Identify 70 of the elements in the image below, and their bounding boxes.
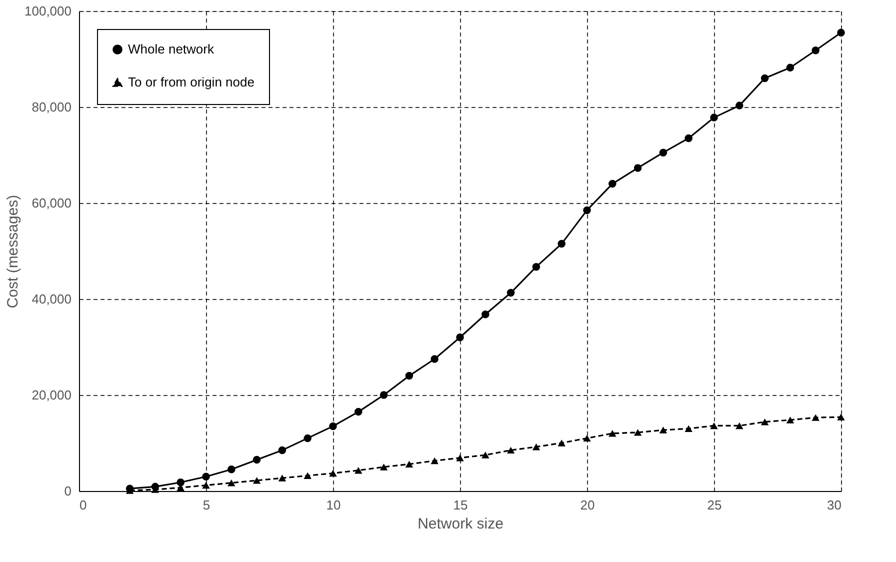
point [380, 391, 388, 399]
y-tick-label: 40,000 [32, 292, 72, 306]
point [710, 114, 718, 122]
y-tick-label: 20,000 [32, 388, 72, 402]
point [634, 164, 642, 172]
point [634, 429, 642, 436]
point [354, 408, 362, 416]
point [608, 180, 616, 188]
point [228, 466, 236, 474]
x-tick-label: 20 [580, 498, 595, 512]
point [608, 430, 616, 437]
point [736, 102, 744, 110]
point [659, 426, 668, 434]
point [456, 454, 464, 462]
x-axis-title: Network size [418, 516, 504, 532]
y-tick-label: 80,000 [32, 100, 72, 114]
point [176, 478, 184, 486]
point [278, 474, 286, 482]
y-axis-title: Cost (messages) [4, 194, 22, 308]
point [532, 262, 540, 271]
point [354, 467, 362, 474]
point [430, 355, 438, 363]
x-tick-label: 10 [326, 498, 341, 512]
point [278, 446, 286, 454]
point [506, 446, 515, 454]
point [786, 416, 794, 424]
point [837, 28, 845, 36]
point [786, 64, 794, 72]
x-tick-label: 0 [80, 498, 87, 512]
point [304, 434, 312, 442]
point [760, 74, 769, 82]
legend-label: Whole network [128, 42, 214, 56]
point [405, 460, 414, 468]
point [684, 425, 692, 432]
point [329, 470, 337, 477]
point [659, 148, 668, 156]
point [812, 46, 820, 54]
point [482, 452, 490, 458]
point [482, 310, 490, 318]
point [228, 479, 236, 486]
point [837, 414, 845, 420]
point [252, 456, 261, 464]
point [380, 464, 388, 470]
x-tick-label: 15 [453, 498, 468, 512]
x-tick-label: 30 [827, 498, 842, 512]
point [506, 288, 515, 297]
point [532, 443, 540, 450]
point [710, 422, 718, 430]
point [583, 434, 591, 442]
x-tick-label: 5 [202, 498, 210, 512]
point [304, 472, 312, 479]
point [405, 372, 414, 380]
legend-label: To or from origin node [128, 74, 254, 90]
y-tick-label: 0 [64, 484, 72, 498]
point [252, 477, 261, 484]
point [558, 240, 566, 248]
point [456, 334, 464, 342]
point [583, 206, 591, 214]
x-tick-label: 25 [707, 498, 722, 512]
point [760, 418, 769, 426]
point [812, 414, 820, 421]
point [736, 422, 744, 430]
point [329, 422, 337, 430]
point [430, 457, 438, 464]
y-tick-label: 100,000 [24, 4, 72, 18]
y-tick-label: 60,000 [32, 196, 72, 210]
point [202, 472, 210, 480]
point [202, 482, 210, 489]
point [684, 134, 692, 142]
point [558, 440, 566, 446]
